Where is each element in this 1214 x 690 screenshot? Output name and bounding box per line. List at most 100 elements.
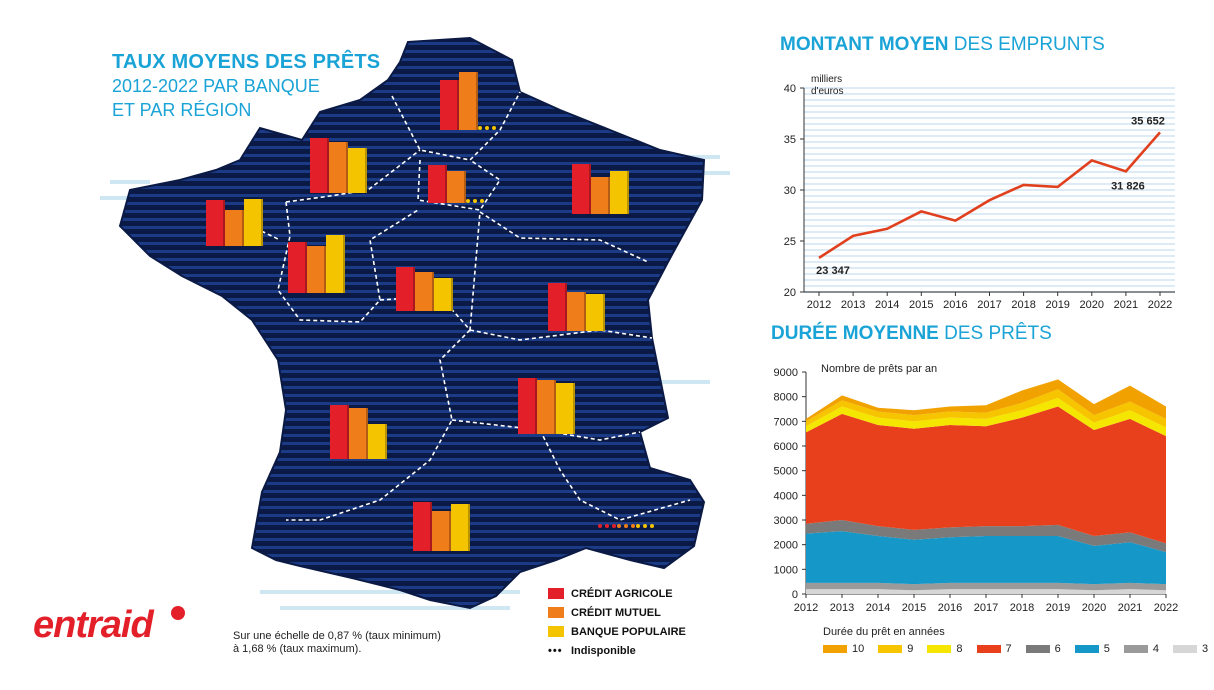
x-tick-label: 2018 <box>1011 299 1035 311</box>
y-tick-label: 1000 <box>774 564 798 576</box>
dot-icon <box>485 126 489 130</box>
bar-banque-populaire <box>244 199 263 246</box>
dot-icon <box>617 524 621 528</box>
entraid-logo[interactable]: entraid <box>33 604 154 646</box>
region-bars <box>428 133 488 203</box>
duree-legend: Durée du prêt en années 10 9 8 7 6 5 4 3 <box>823 626 1214 655</box>
x-tick-label: 2020 <box>1080 299 1104 311</box>
x-tick-label: 2022 <box>1148 299 1172 311</box>
emprunts-title-bold: MONTANT MOYEN <box>780 34 949 55</box>
duree-legend-item: 5 <box>1074 643 1110 655</box>
duree-title: DURÉE MOYENNE DES PRÊTS <box>771 323 1052 345</box>
dot-icon <box>631 524 635 528</box>
legend-swatch <box>548 626 564 637</box>
area-series-3 <box>806 589 1166 594</box>
area-series-9 <box>806 389 1166 428</box>
bar-credit-agricole <box>310 137 329 193</box>
y-tick-label: 2000 <box>774 540 798 552</box>
bar-credit-agricole <box>518 378 537 434</box>
region-bars <box>598 458 658 528</box>
legend-label: CRÉDIT MUTUEL <box>571 606 661 619</box>
duree-legend-item: 9 <box>878 643 913 655</box>
x-tick-label: 2013 <box>830 602 854 614</box>
x-tick-label: 2016 <box>938 602 962 614</box>
data-label: 31 826 <box>1111 180 1145 192</box>
area-series-8 <box>806 397 1166 437</box>
bar-credit-agricole <box>428 165 447 203</box>
bar-unavailable-dots <box>466 199 484 203</box>
x-tick-label: 2019 <box>1045 299 1069 311</box>
france-silhouette <box>118 36 706 610</box>
legend-label: 9 <box>907 643 914 655</box>
y-tick-label: 6000 <box>774 441 798 453</box>
duree-legend-item: 8 <box>927 643 963 655</box>
y-tick-label: 35 <box>784 134 796 146</box>
legend-item-credit-mutuel: CRÉDIT MUTUEL <box>548 603 686 622</box>
dot-icon <box>466 199 470 203</box>
legend-label: 7 <box>1005 643 1012 655</box>
x-tick-label: 2022 <box>1154 602 1178 614</box>
bar-banque-populaire <box>326 235 345 293</box>
duree-legend-item: 6 <box>1025 643 1061 655</box>
y-tick-label: 25 <box>784 236 796 248</box>
region-bars <box>288 223 348 293</box>
bar-credit-mutuel <box>432 510 451 551</box>
duree-legend-item: 10 <box>823 643 864 655</box>
x-tick-label: 2012 <box>794 602 818 614</box>
legend-swatch <box>1074 645 1099 653</box>
dot-icon <box>480 199 484 203</box>
y-tick-label: 4000 <box>774 490 798 502</box>
region-bars <box>440 60 500 130</box>
legend-swatch <box>1025 645 1050 653</box>
bar-unavailable-dots <box>636 524 654 528</box>
emprunts-title-rest: DES EMPRUNTS <box>948 34 1105 55</box>
region-bars <box>572 144 632 214</box>
y-tick-label: 20 <box>784 287 796 299</box>
x-tick-label: 2016 <box>943 299 967 311</box>
region-bars <box>548 261 608 331</box>
bar-credit-mutuel <box>349 407 368 459</box>
y-tick-label: 30 <box>784 185 796 197</box>
bar-banque-populaire <box>434 278 453 311</box>
legend-label: 8 <box>956 643 963 655</box>
y-tick-label: 8000 <box>774 392 798 404</box>
x-tick-label: 2021 <box>1118 602 1142 614</box>
x-tick-label: 2019 <box>1046 602 1070 614</box>
dot-icon <box>643 524 647 528</box>
bar-credit-agricole <box>396 266 415 311</box>
region-bars <box>330 389 390 459</box>
bar-credit-mutuel <box>329 142 348 193</box>
legend-label: Indisponible <box>571 644 636 657</box>
x-tick-label: 2018 <box>1010 602 1034 614</box>
legend-swatch <box>927 645 952 653</box>
y-tick-label: 3000 <box>774 515 798 527</box>
bar-credit-mutuel <box>591 176 610 214</box>
bar-credit-agricole <box>330 405 349 459</box>
bar-credit-mutuel <box>447 171 466 203</box>
footnote-line: à 1,68 % (taux maximum). <box>233 643 362 655</box>
x-tick-label: 2015 <box>902 602 926 614</box>
x-tick-label: 2013 <box>841 299 865 311</box>
legend-swatch <box>976 645 1001 653</box>
duree-area-chart: 0 1000 2000 3000 4000 5000 6000 7000 8000 9000 Nom… <box>774 363 1179 614</box>
bar-credit-mutuel <box>307 245 326 293</box>
bar-banque-populaire <box>348 148 367 193</box>
bar-banque-populaire <box>368 423 387 459</box>
footnote-line: Sur une échelle de 0,87 % (taux minimum) <box>233 630 441 642</box>
bar-credit-agricole <box>440 80 459 130</box>
bar-banque-populaire <box>586 294 605 331</box>
map-bars-layer <box>206 60 658 551</box>
bar-unavailable-dots <box>478 126 496 130</box>
y-tick-label: 40 <box>784 83 796 95</box>
duree-legend-title: Durée du prêt en années <box>823 626 945 638</box>
bar-banque-populaire <box>556 383 575 434</box>
region-bars <box>396 241 456 311</box>
y-unit-line2: d'euros <box>811 86 844 97</box>
dot-icon <box>624 524 628 528</box>
map-title-bold: TAUX MOYENS DES PRÊTS <box>112 51 381 73</box>
bar-banque-populaire <box>610 171 629 214</box>
region-bars <box>310 123 370 193</box>
duree-legend-item: 3 <box>1173 643 1208 655</box>
area-series-5 <box>806 531 1166 585</box>
